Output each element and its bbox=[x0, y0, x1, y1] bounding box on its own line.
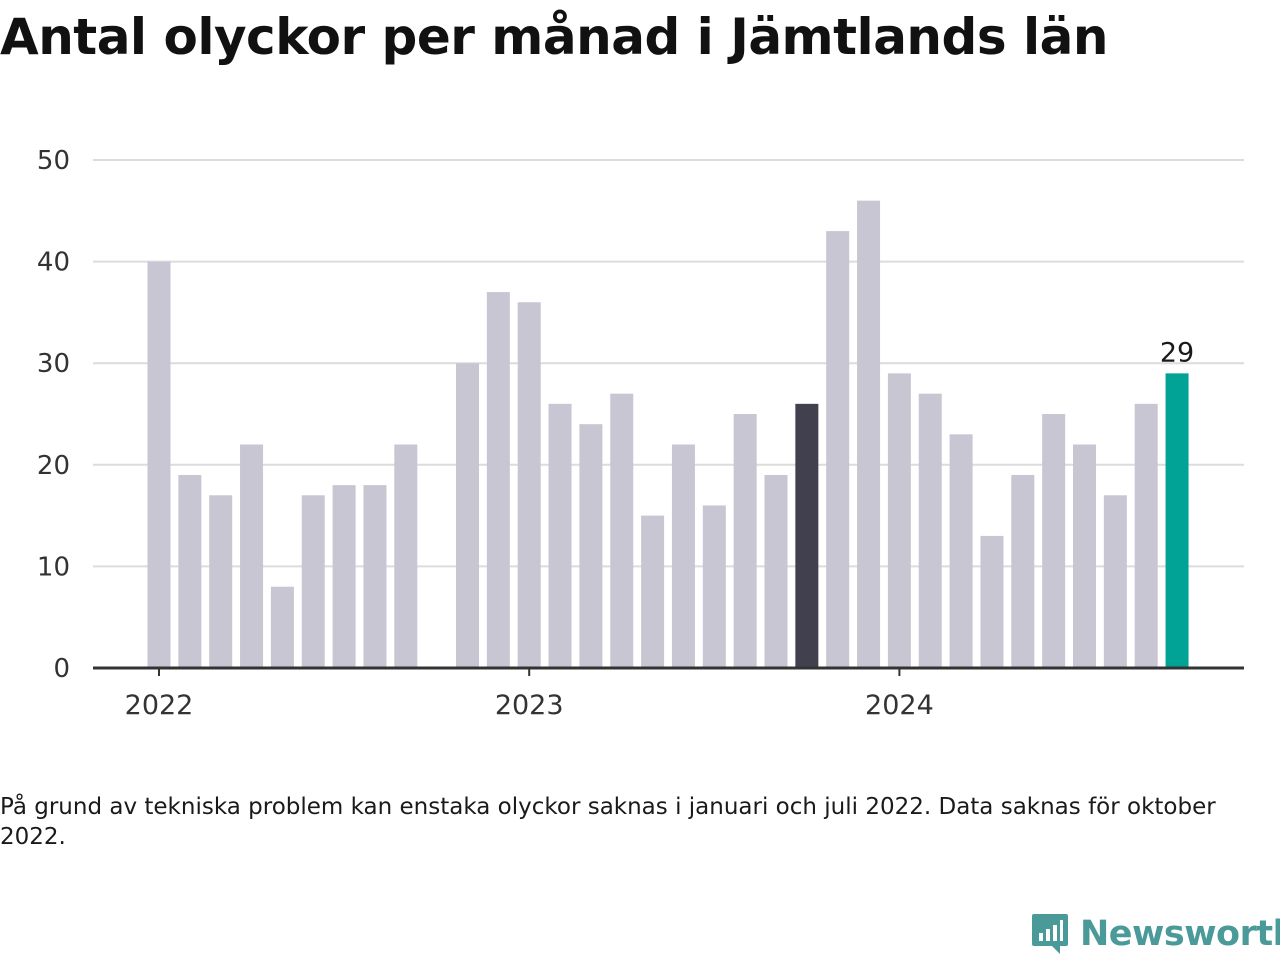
bar bbox=[733, 414, 757, 668]
bar bbox=[1073, 444, 1096, 668]
y-tick-label: 30 bbox=[37, 349, 70, 379]
bar bbox=[394, 444, 418, 668]
x-axis bbox=[93, 666, 1244, 676]
bar bbox=[918, 393, 942, 668]
bar bbox=[949, 434, 973, 668]
bar bbox=[641, 515, 665, 668]
bar bbox=[610, 393, 634, 668]
bar bbox=[1042, 414, 1066, 668]
bar bbox=[1134, 403, 1158, 668]
bars bbox=[147, 200, 1189, 668]
data-labels: 29 bbox=[1160, 337, 1194, 368]
y-tick-label: 40 bbox=[37, 248, 70, 278]
bar bbox=[517, 302, 541, 668]
bar bbox=[857, 200, 881, 668]
y-tick-label: 0 bbox=[53, 654, 70, 684]
bar bbox=[980, 535, 1004, 668]
bar bbox=[147, 261, 171, 668]
x-axis-labels: 2022 2023 2024 bbox=[125, 690, 934, 721]
y-tick-label: 10 bbox=[37, 552, 70, 582]
newsworthy-logo-icon bbox=[1032, 914, 1068, 954]
x-tick-label: 2022 bbox=[125, 690, 194, 721]
bar bbox=[764, 474, 788, 668]
newsworthy-logo: Newsworthy bbox=[1030, 908, 1280, 960]
bar bbox=[240, 444, 264, 668]
bar bbox=[702, 505, 726, 668]
logo-text: Newsworthy bbox=[1080, 914, 1280, 954]
y-tick-label: 20 bbox=[37, 451, 70, 481]
data-label: 29 bbox=[1160, 337, 1194, 368]
bar bbox=[826, 231, 850, 668]
bar bbox=[1011, 474, 1035, 668]
x-tick-label: 2024 bbox=[865, 690, 934, 721]
bar bbox=[270, 586, 294, 668]
bar bbox=[887, 373, 911, 668]
bar bbox=[301, 495, 325, 668]
bar bbox=[671, 444, 695, 668]
bar bbox=[486, 292, 510, 668]
bar bbox=[1103, 495, 1127, 668]
bar-chart: 0 10 20 30 40 50 2022 2023 2024 29 bbox=[37, 146, 1244, 721]
bar bbox=[456, 363, 479, 668]
bar bbox=[795, 403, 819, 668]
bar bbox=[363, 485, 387, 668]
bar bbox=[209, 495, 233, 668]
bar bbox=[332, 485, 356, 668]
y-axis-labels: 0 10 20 30 40 50 bbox=[37, 146, 70, 684]
y-tick-label: 50 bbox=[37, 146, 70, 176]
chart-title: Antal olyckor per månad i Jämtlands län bbox=[0, 8, 1108, 66]
x-tick-label: 2023 bbox=[495, 690, 564, 721]
bar bbox=[548, 403, 572, 668]
bar bbox=[579, 424, 603, 668]
gridlines bbox=[93, 159, 1244, 568]
footnote: På grund av tekniska problem kan enstaka… bbox=[0, 794, 1216, 850]
bar bbox=[178, 474, 202, 668]
bar bbox=[1165, 373, 1189, 668]
